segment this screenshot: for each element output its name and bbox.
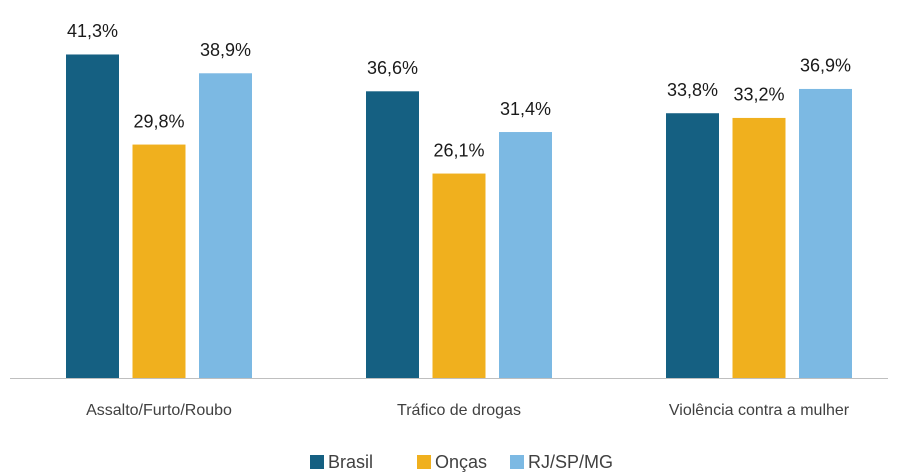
bar xyxy=(199,73,252,379)
bar xyxy=(732,117,786,378)
bar xyxy=(499,132,552,378)
legend-label: Onças xyxy=(435,452,487,472)
data-label: 36,6% xyxy=(367,58,418,78)
bar xyxy=(132,144,186,378)
x-tick-label: Assalto/Furto/Roubo xyxy=(86,402,232,419)
data-label: 33,2% xyxy=(733,85,784,105)
bar xyxy=(66,54,119,378)
data-label: 29,8% xyxy=(133,111,184,131)
data-label: 26,1% xyxy=(433,140,484,160)
data-label: 41,3% xyxy=(67,21,118,41)
data-label: 38,9% xyxy=(200,40,251,60)
bar xyxy=(366,91,419,379)
legend-swatch xyxy=(417,455,431,469)
bar xyxy=(666,113,719,378)
legend-swatch xyxy=(510,455,524,469)
bar xyxy=(432,173,486,378)
x-tick-label: Violência contra a mulher xyxy=(669,402,850,419)
data-label: 33,8% xyxy=(667,80,718,100)
legend-swatch xyxy=(310,455,324,469)
legend-label: Brasil xyxy=(328,452,373,472)
data-label: 31,4% xyxy=(500,99,551,119)
data-label: 36,9% xyxy=(800,56,851,76)
bar xyxy=(799,88,852,378)
legend-label: RJ/SP/MG xyxy=(528,452,613,472)
x-tick-label: Tráfico de drogas xyxy=(397,402,521,419)
